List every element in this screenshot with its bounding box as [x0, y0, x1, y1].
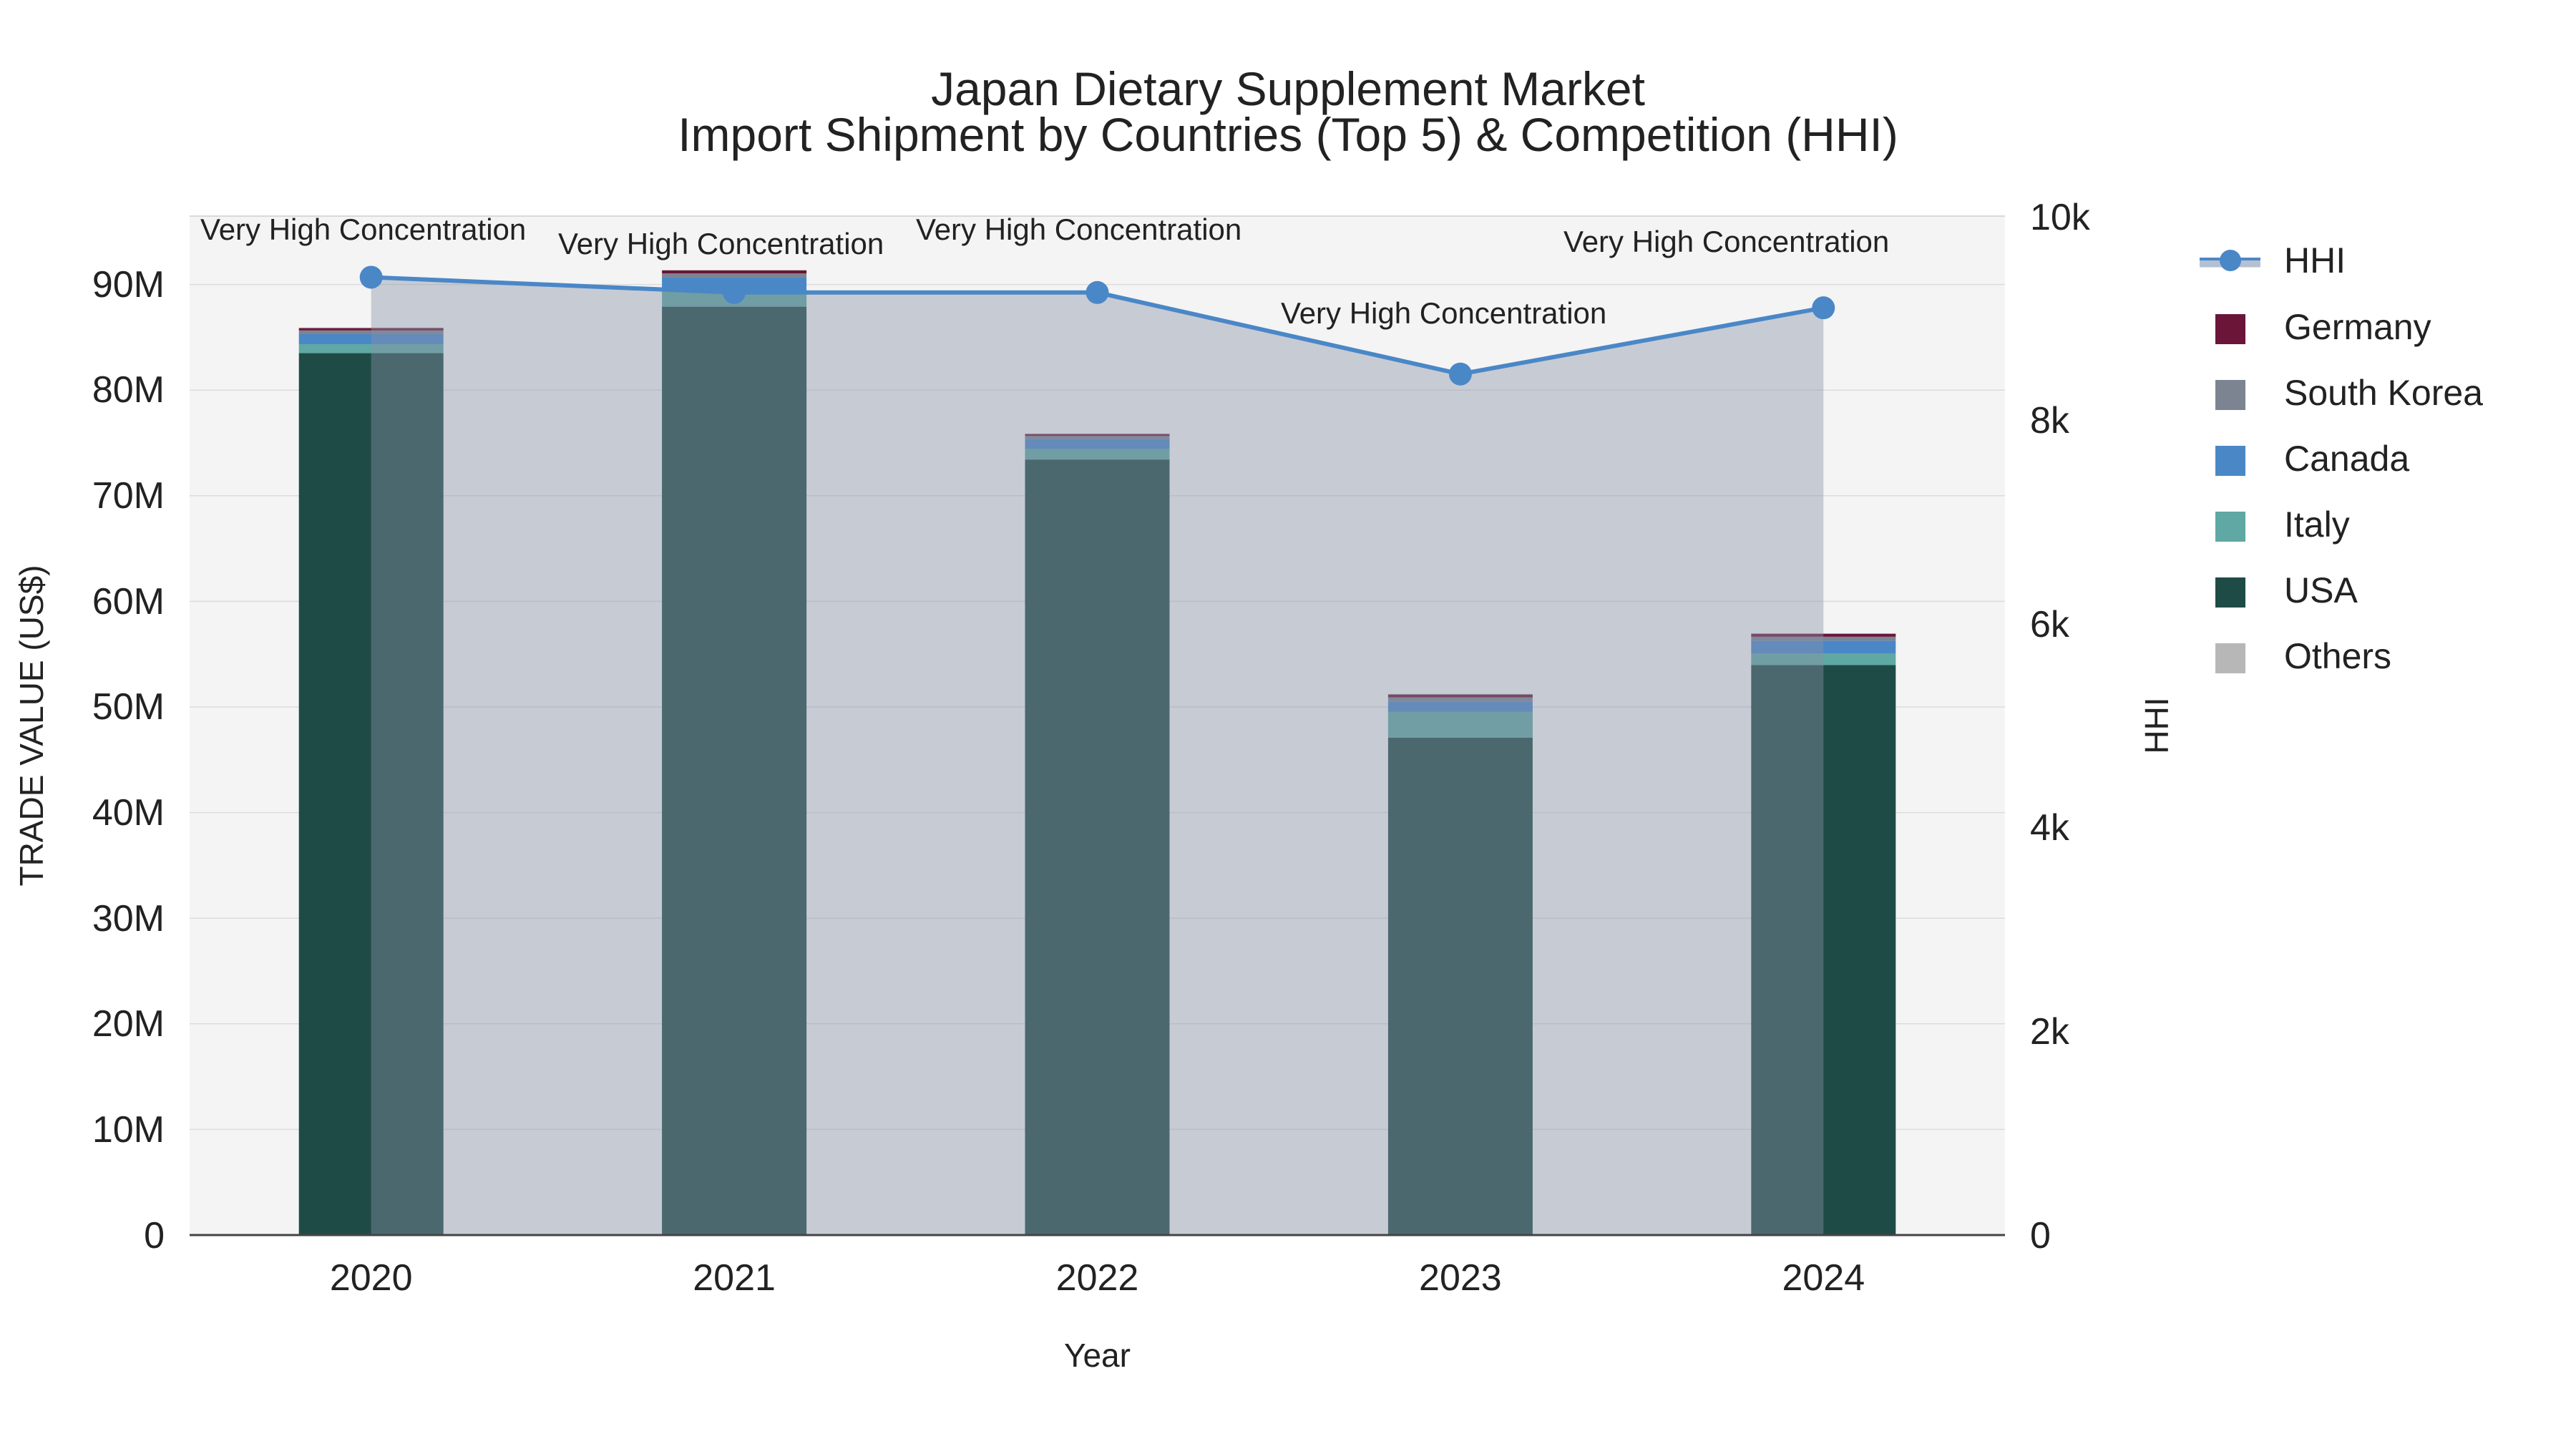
svg-text:Very High Concentration: Very High Concentration: [1563, 225, 1889, 258]
svg-text:6k: 6k: [2030, 604, 2070, 645]
svg-text:Year: Year: [1064, 1337, 1131, 1374]
svg-text:20M: 20M: [92, 1003, 165, 1045]
svg-text:50M: 50M: [92, 686, 165, 728]
svg-text:Very High Concentration: Very High Concentration: [558, 227, 884, 260]
svg-text:2020: 2020: [330, 1257, 413, 1299]
svg-text:USA: USA: [2284, 570, 2358, 610]
svg-text:Germany: Germany: [2284, 307, 2431, 347]
svg-text:70M: 70M: [92, 475, 165, 517]
svg-text:10k: 10k: [2030, 197, 2091, 238]
svg-text:80M: 80M: [92, 369, 165, 411]
svg-text:TRADE VALUE (US$): TRADE VALUE (US$): [13, 565, 50, 886]
svg-text:2023: 2023: [1419, 1257, 1502, 1299]
svg-text:2022: 2022: [1056, 1257, 1139, 1299]
svg-text:HHI: HHI: [2138, 697, 2175, 753]
svg-text:2k: 2k: [2030, 1011, 2070, 1053]
svg-text:Very High Concentration: Very High Concentration: [200, 213, 526, 246]
svg-text:30M: 30M: [92, 898, 165, 940]
svg-text:8k: 8k: [2030, 400, 2070, 441]
svg-text:Very High Concentration: Very High Concentration: [1281, 296, 1606, 330]
svg-text:Others: Others: [2284, 636, 2391, 676]
svg-text:South Korea: South Korea: [2284, 373, 2483, 413]
svg-text:90M: 90M: [92, 264, 165, 306]
svg-text:4k: 4k: [2030, 807, 2070, 849]
svg-text:Italy: Italy: [2284, 504, 2350, 545]
svg-text:HHI: HHI: [2284, 240, 2346, 280]
svg-text:0: 0: [2030, 1215, 2051, 1257]
svg-text:0: 0: [144, 1215, 165, 1257]
svg-text:2024: 2024: [1782, 1257, 1865, 1299]
svg-text:2021: 2021: [693, 1257, 776, 1299]
svg-text:40M: 40M: [92, 792, 165, 834]
svg-text:60M: 60M: [92, 581, 165, 623]
svg-text:Canada: Canada: [2284, 439, 2409, 479]
svg-text:10M: 10M: [92, 1109, 165, 1151]
svg-text:Very High Concentration: Very High Concentration: [916, 213, 1241, 246]
